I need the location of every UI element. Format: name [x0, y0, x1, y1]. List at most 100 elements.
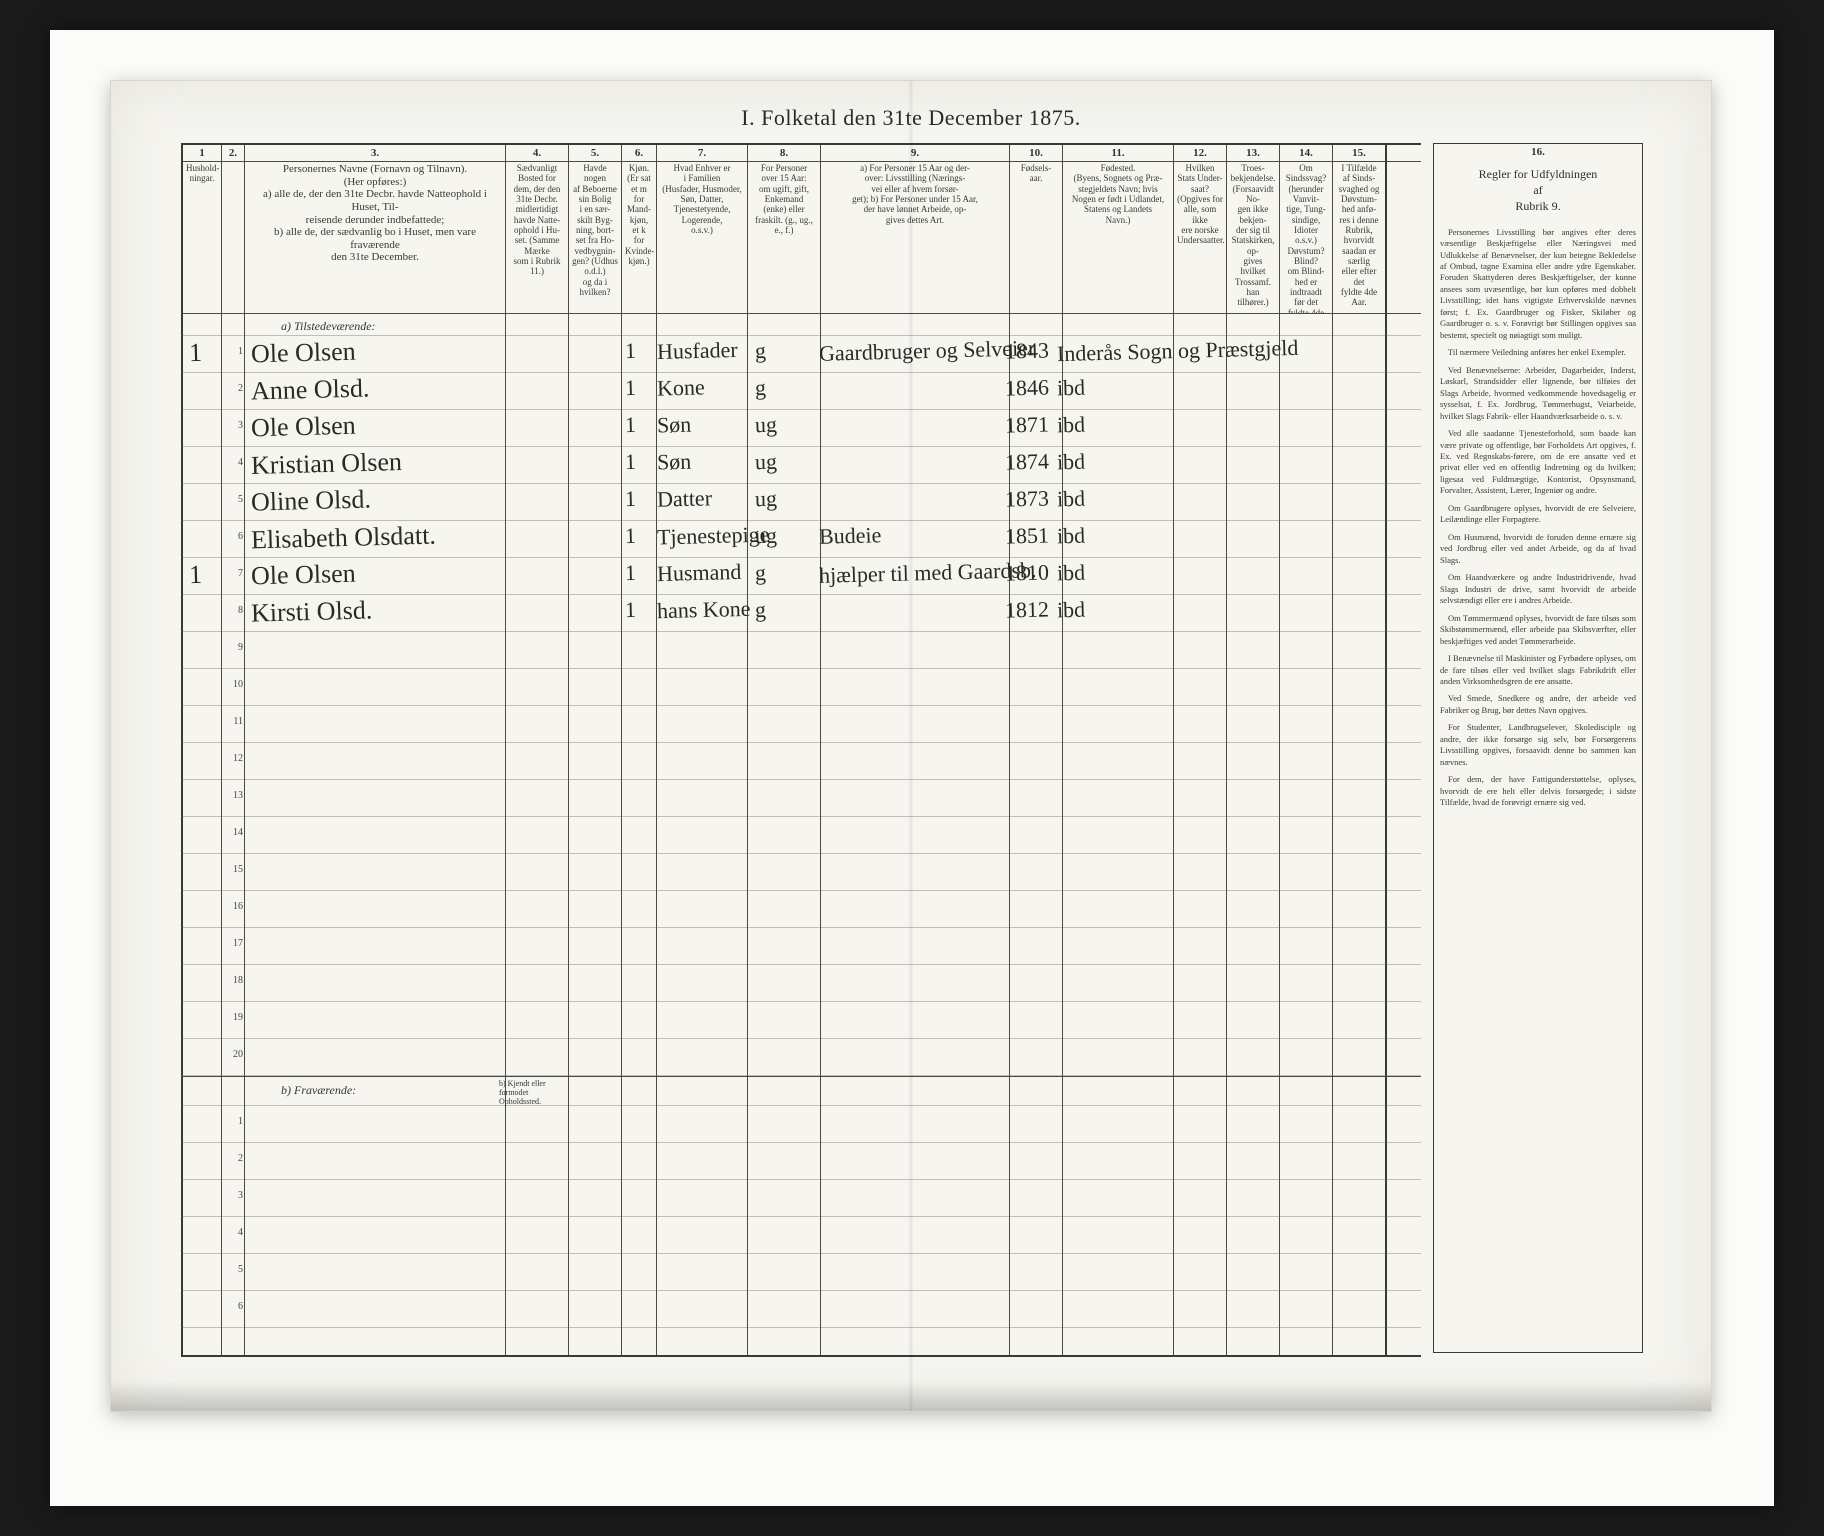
handwritten-entry: Datter [657, 485, 713, 512]
table-row: 71Ole Olsen1Husmandghjælper til med Gaar… [181, 558, 1421, 595]
page-title: I. Folketal den 31te December 1875. [111, 105, 1711, 131]
row-index: 7 [215, 568, 243, 579]
instructions-heading: Regler for Udfyldningen af Rubrik 9. [1440, 166, 1636, 215]
row-index: 18 [215, 975, 243, 986]
row-index: 11 [215, 716, 243, 727]
handwritten-entry: 1874 [1005, 448, 1050, 475]
handwritten-entry: 1846 [1005, 374, 1050, 401]
handwritten-entry: Ole Olsen [251, 559, 356, 592]
handwritten-entry: ibd [1057, 560, 1086, 587]
instruction-paragraph: Ved Smede, Snedkere og andre, der arbeid… [1440, 693, 1636, 716]
handwritten-entry: 1871 [1005, 411, 1050, 438]
col-number: 12. [1174, 147, 1226, 159]
col-number: 8. [748, 147, 820, 159]
table-row: 2 [181, 1143, 1421, 1180]
col-heading: Hvad Enhver er i Familien (Husfader, Hus… [659, 161, 745, 313]
handwritten-entry: 1 [625, 597, 637, 623]
scan-frame: I. Folketal den 31te December 1875. 1 Hus… [50, 30, 1774, 1506]
handwritten-entry: g [755, 597, 767, 623]
handwritten-entry: 1 [625, 523, 637, 549]
row-index: 9 [215, 642, 243, 653]
handwritten-entry: ibd [1057, 375, 1086, 402]
table-row: 14 [181, 817, 1421, 854]
table-row: 3Ole Olsen1Sønug1871ibd [181, 410, 1421, 447]
col-number: 13. [1227, 147, 1279, 159]
instruction-paragraph: Ved Benævnelserne: Arbeider, Dagarbeider… [1440, 365, 1636, 422]
col-number: 2. [222, 147, 244, 159]
col-heading: I Tilfælde af Sinds- svaghed og Døvstum-… [1335, 161, 1383, 313]
instruction-paragraph: Om Gaardbrugere oplyses, hvorvidt de ere… [1440, 503, 1636, 526]
table-row: 6Elisabeth Olsdatt.1TjenestepigeugBudeie… [181, 521, 1421, 558]
row-index: 2 [215, 383, 243, 394]
table-row: 15 [181, 854, 1421, 891]
handwritten-entry: Søn [657, 449, 692, 476]
handwritten-entry: 1 [625, 375, 637, 401]
col-number: 9. [821, 147, 1009, 159]
col-number: 15. [1333, 147, 1385, 159]
col-number: 16. [1434, 146, 1642, 158]
handwritten-entry: Oline Olsd. [251, 484, 372, 517]
table-row: 17 [181, 928, 1421, 965]
row-set: a) Tilstedeværende:11Ole Olsen1Husfaderg… [181, 313, 1421, 1355]
col-heading: Fødested. (Byens, Sognets og Præ- stegje… [1065, 161, 1171, 313]
handwritten-entry: Elisabeth Olsdatt. [251, 521, 437, 556]
handwritten-entry: ibd [1057, 449, 1086, 476]
table-row: 9 [181, 632, 1421, 669]
shadow [111, 1381, 1711, 1411]
handwritten-entry: ibd [1057, 523, 1086, 550]
col-number: 6. [622, 147, 656, 159]
handwritten-entry: Ole Olsen [251, 337, 356, 370]
col-heading: Om Sindssvag? (herunder Vanvit- tige, Tu… [1282, 161, 1330, 313]
handwritten-entry: Ole Olsen [251, 411, 356, 444]
handwritten-entry: 1 [625, 449, 637, 475]
handwritten-entry: 1 [625, 338, 637, 364]
handwritten-entry: 1851 [1005, 522, 1050, 549]
section-a: a) Tilstedeværende: [181, 313, 1421, 336]
handwritten-entry: ug [755, 412, 778, 439]
instruction-paragraph: For Studenter, Landbrugselever, Skoledis… [1440, 722, 1636, 768]
handwritten-entry: g [755, 560, 767, 586]
row-index: 3 [215, 420, 243, 431]
col-number: 7. [657, 147, 747, 159]
handwritten-entry: ibd [1057, 597, 1086, 624]
col-number: 4. [506, 147, 568, 159]
handwritten-entry: Tjenestepige [657, 522, 770, 551]
handwritten-entry: 1812 [1005, 596, 1050, 623]
handwritten-entry: ibd [1057, 412, 1086, 439]
table-row: 5Oline Olsd.1Datterug1873ibd [181, 484, 1421, 521]
table-row: 2Anne Olsd.1Koneg1846ibd [181, 373, 1421, 410]
col-number: 10. [1010, 147, 1062, 159]
handwritten-entry: g [755, 375, 767, 401]
instruction-paragraph: Om Haandværkere og andre Industridrivend… [1440, 572, 1636, 606]
handwritten-entry: Kristian Olsen [251, 447, 403, 481]
handwritten-entry: ug [755, 486, 778, 513]
row-index: 4 [215, 457, 243, 468]
table-row: 3 [181, 1180, 1421, 1217]
table-row: 1 [181, 1106, 1421, 1143]
col-heading: Sædvanligt Bosted for dem, der den 31te … [508, 161, 566, 313]
handwritten-entry: hans Kone [657, 596, 751, 624]
handwritten-entry: Kirsti Olsd. [251, 595, 373, 628]
row-index: 17 [215, 938, 243, 949]
handwritten-entry: ug [755, 449, 778, 476]
instruction-paragraph: I Benævnelse til Maskinister og Fyrbøder… [1440, 653, 1636, 687]
row-index: 15 [215, 864, 243, 875]
col-number: 11. [1063, 147, 1173, 159]
instructions-panel: 16. Regler for Udfyldningen af Rubrik 9.… [1433, 143, 1643, 1353]
handwritten-entry: Husfader [657, 337, 738, 365]
row-index: 13 [215, 790, 243, 801]
handwritten-entry: 1873 [1005, 485, 1050, 512]
handwritten-entry: ug [755, 523, 778, 550]
ledger-grid: 1Hushold- ningar.2.3.Personernes Navne (… [181, 143, 1421, 1357]
row-index: 4 [215, 1227, 243, 1238]
col-heading: Personernes Navne (Fornavn og Tilnavn). … [247, 161, 503, 313]
col-heading: a) For Personer 15 Aar og der- over: Liv… [823, 161, 1007, 313]
col-heading: Troes- bekjendelse. (Forsaavidt No- gen … [1229, 161, 1277, 313]
col-heading: Havde nogen af Beboerne sin Bolig i en s… [571, 161, 619, 313]
row-index: 19 [215, 1012, 243, 1023]
table-row: 10 [181, 669, 1421, 706]
handwritten-entry: 1 [625, 486, 637, 512]
handwritten-entry: ibd [1057, 486, 1086, 513]
row-index: 1 [215, 1116, 243, 1127]
col-number: 14. [1280, 147, 1332, 159]
